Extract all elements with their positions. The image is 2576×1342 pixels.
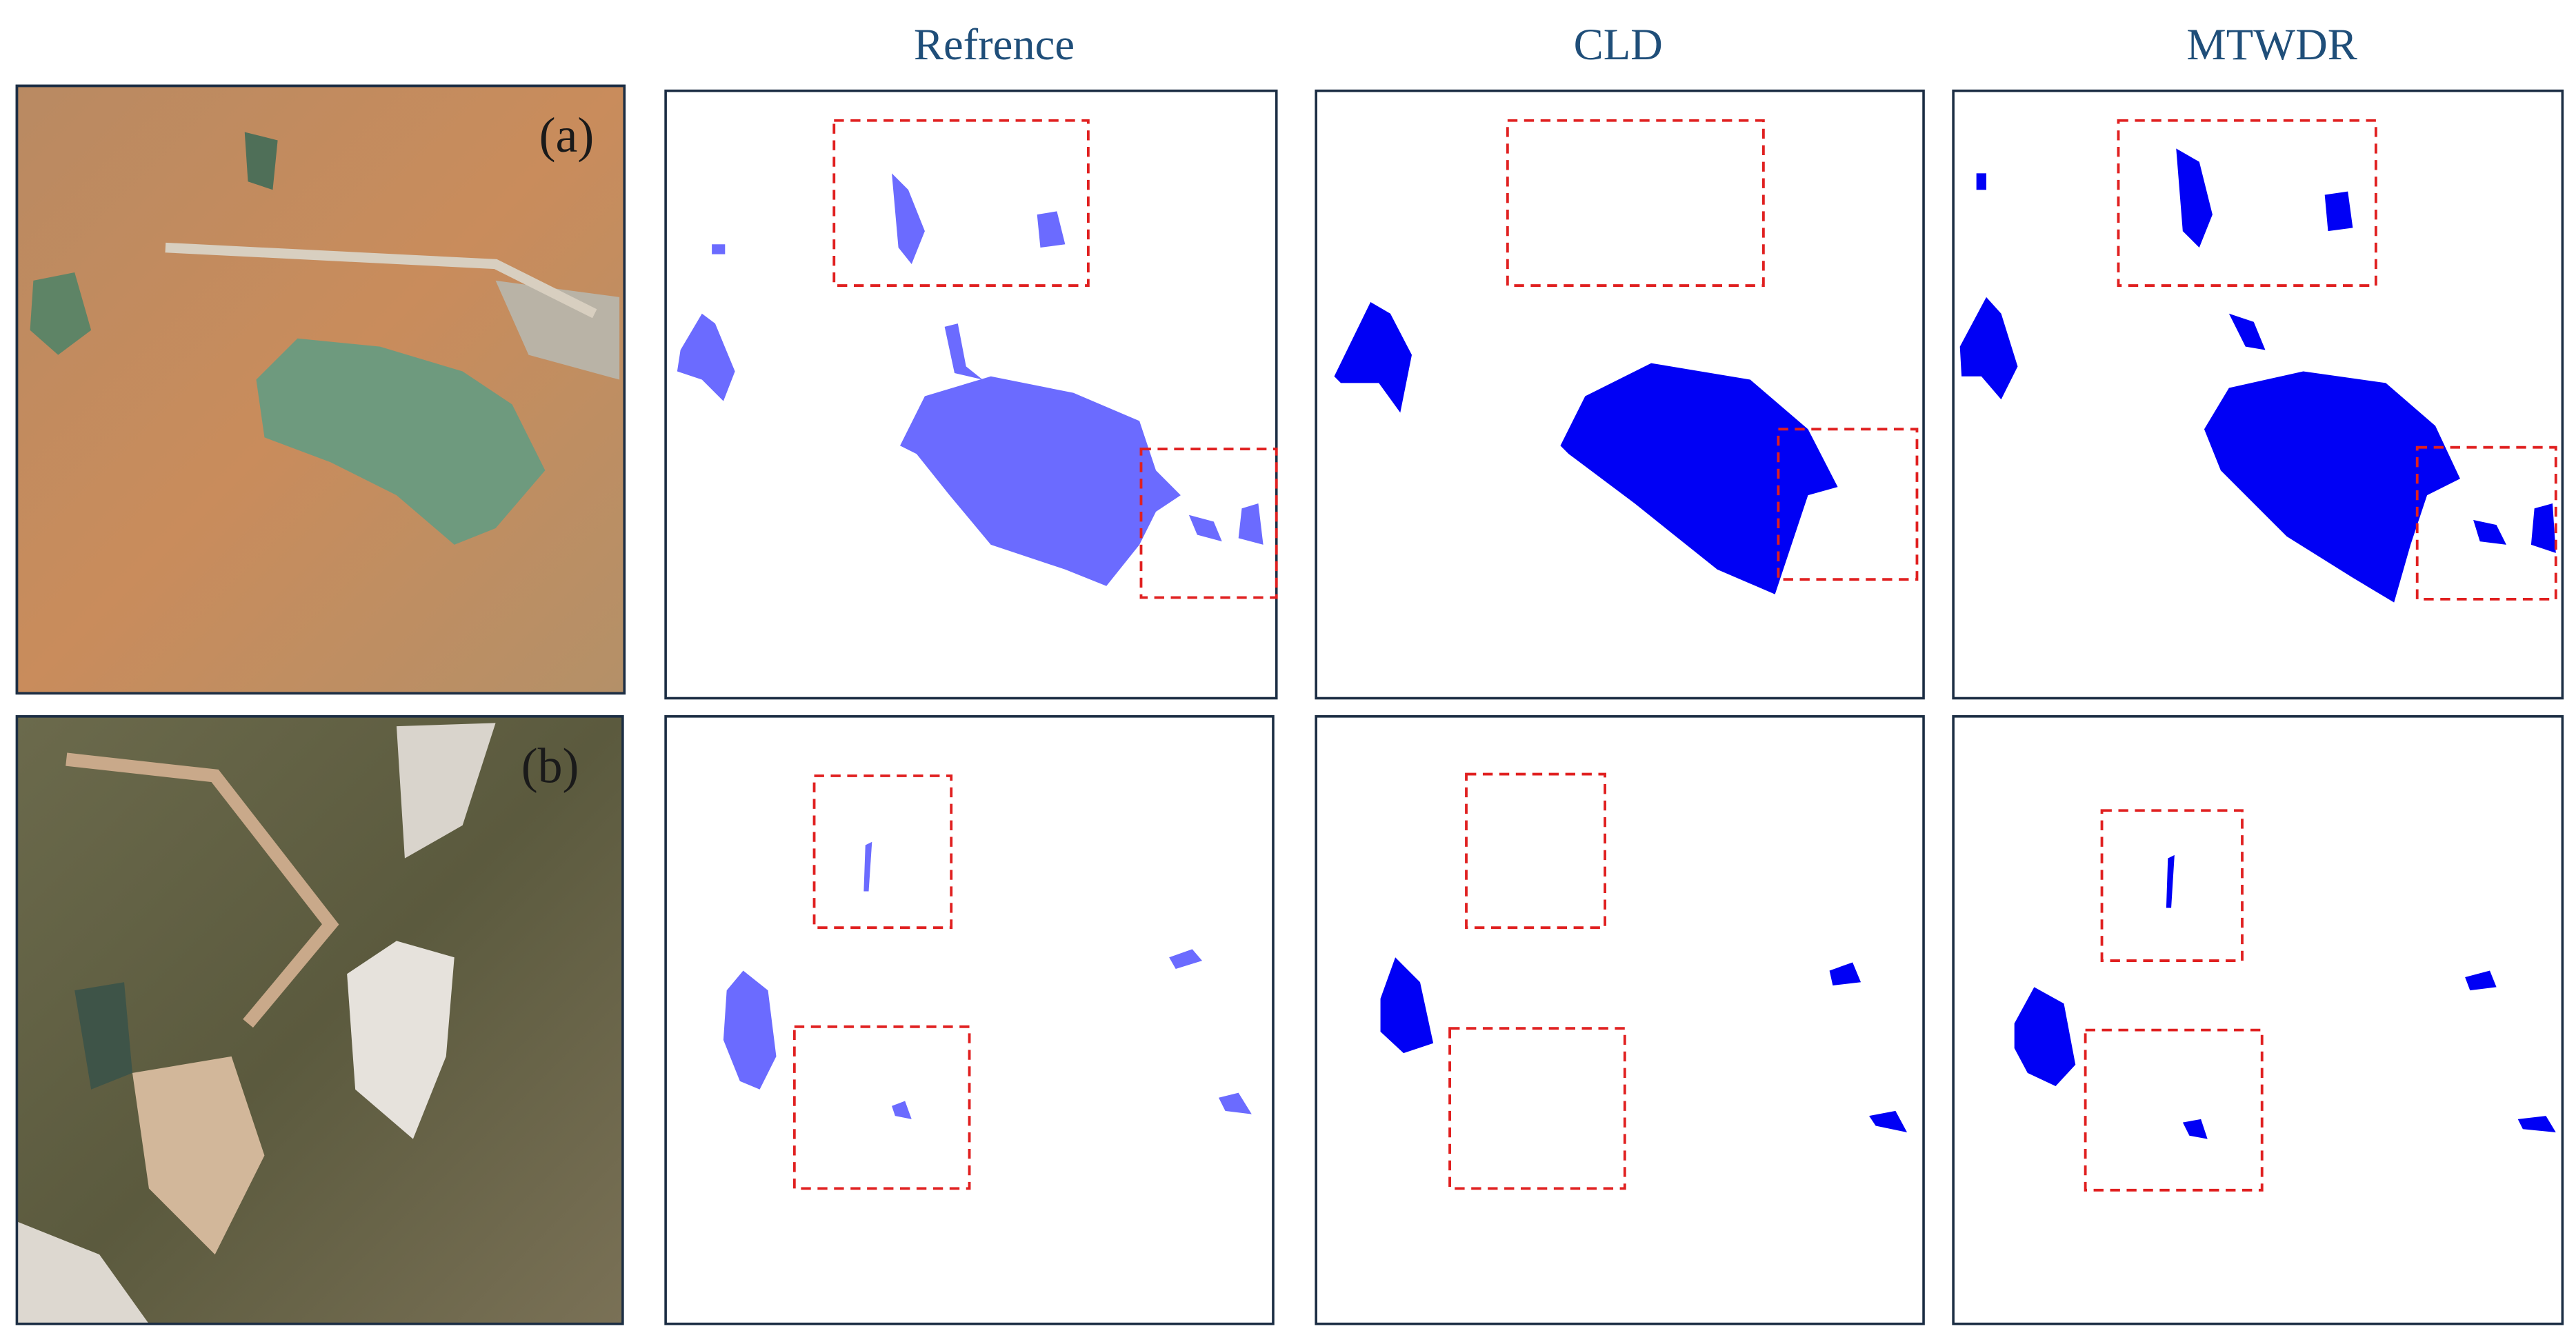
- column-header: MTWDR: [2186, 19, 2357, 69]
- mtwdr-map: [1952, 89, 2564, 700]
- row-label: (b): [521, 739, 579, 794]
- satellite-image: [15, 84, 626, 695]
- column-header: CLD: [1574, 19, 1663, 69]
- row-label: (a): [539, 108, 595, 163]
- satellite-image: [15, 715, 624, 1325]
- column-header: Refrence: [914, 19, 1075, 69]
- reference-map: [664, 89, 1278, 700]
- mtwdr-map: [1952, 715, 2564, 1325]
- reference-map: [664, 715, 1275, 1325]
- cld-map: [1315, 715, 1925, 1325]
- cld-map: [1315, 89, 1925, 700]
